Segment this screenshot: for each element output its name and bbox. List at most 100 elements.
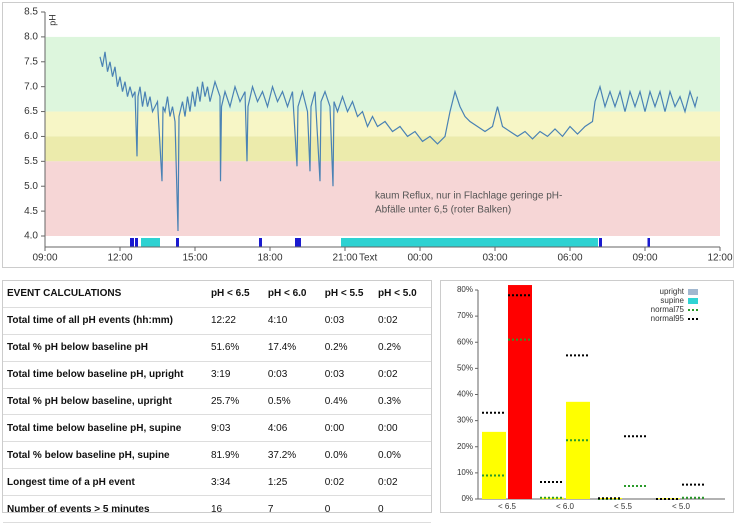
y-tick-label: 8.5 bbox=[24, 7, 38, 18]
table-cell: 0.4% bbox=[320, 388, 375, 416]
y-tick-label: 5.5 bbox=[24, 156, 38, 167]
table-cell: 0.3% bbox=[374, 388, 431, 416]
legend-label: normal75 bbox=[651, 305, 685, 314]
bar-panel bbox=[440, 280, 734, 513]
table-cell: 0:00 bbox=[374, 414, 431, 443]
ph-band bbox=[45, 161, 720, 236]
y-tick-label: 6.5 bbox=[24, 106, 38, 117]
y-tick-label: 30% bbox=[457, 416, 473, 425]
legend-label: normal95 bbox=[651, 314, 685, 323]
table-cell: 0:03 bbox=[263, 361, 321, 389]
y-tick-label: 70% bbox=[457, 311, 473, 320]
table-cell: 3:19 bbox=[206, 361, 264, 389]
annotation: kaum Reflux, nur in Flachlage geringe pH… bbox=[375, 191, 562, 202]
legend-swatch bbox=[688, 298, 698, 304]
supine-period bbox=[341, 238, 598, 247]
x-tick-label: 12:00 bbox=[107, 253, 132, 264]
bar bbox=[508, 285, 532, 499]
legend-label: upright bbox=[660, 287, 685, 296]
table-row: Total % pH below baseline, upright 25.7% 0… bbox=[3, 388, 431, 416]
table-row: Total time below baseline pH, upright 3:1… bbox=[3, 361, 431, 389]
table-cell: 0:02 bbox=[320, 468, 375, 497]
legend-label: supine bbox=[660, 296, 684, 305]
table-cell: pH < 5.5 bbox=[320, 281, 375, 308]
y-tick-label: 4.0 bbox=[24, 231, 38, 242]
table-row: Total % below baseline pH, supine 81.9% 37… bbox=[3, 441, 431, 470]
table-cell: pH < 5.0 bbox=[374, 281, 431, 308]
timeline-label: Text bbox=[359, 253, 378, 264]
table-cell: 0.0% bbox=[320, 441, 375, 470]
y-tick-label: 10% bbox=[457, 468, 473, 477]
y-tick-label: 4.5 bbox=[24, 206, 38, 217]
table-cell: 0.2% bbox=[374, 334, 431, 362]
table-row: Total time of all pH events (hh:mm) 12:22… bbox=[3, 307, 431, 335]
x-tick-label: < 5.0 bbox=[672, 502, 691, 511]
x-tick-label: < 6.0 bbox=[556, 502, 575, 511]
table-cell: 0.2% bbox=[320, 334, 375, 362]
table-cell: 0:02 bbox=[374, 361, 431, 389]
table-cell: 9:03 bbox=[206, 414, 264, 443]
event-marker bbox=[135, 238, 138, 247]
bar bbox=[566, 401, 590, 499]
ph-line bbox=[99, 51, 699, 232]
table-cell: Total % below baseline pH, supine bbox=[3, 441, 207, 470]
x-tick-label: 15:00 bbox=[182, 253, 207, 264]
table-row: Total time below baseline pH, supine 9:03… bbox=[3, 414, 431, 443]
ph-band bbox=[45, 136, 720, 162]
table-cell: Total % pH below baseline, upright bbox=[3, 388, 207, 416]
y-tick-label: 50% bbox=[457, 363, 473, 372]
table-cell: 17.4% bbox=[263, 334, 321, 362]
table-cell: 0:03 bbox=[320, 361, 375, 389]
table-cell: 0:03 bbox=[320, 307, 375, 335]
table-cell: 81.9% bbox=[206, 441, 264, 470]
legend-swatch bbox=[688, 289, 698, 295]
supine-period bbox=[141, 238, 160, 247]
header-row: EVENT CALCULATIONS pH < 6.5 pH < 6.0 pH < 5… bbox=[3, 281, 431, 308]
line-panel bbox=[2, 2, 734, 268]
x-tick-label: 06:00 bbox=[557, 253, 582, 264]
table-cell: 0.5% bbox=[263, 388, 321, 416]
table-cell: EVENT CALCULATIONS bbox=[3, 281, 207, 308]
table-cell: 4:06 bbox=[263, 414, 321, 443]
y-tick-label: 8.0 bbox=[24, 32, 38, 43]
y-tick-label: 5.0 bbox=[24, 181, 38, 192]
annotation: Abfälle unter 6,5 (roter Balken) bbox=[375, 205, 511, 216]
table-cell: Total time below baseline pH, upright bbox=[3, 361, 207, 389]
y-tick-label: 60% bbox=[457, 337, 473, 346]
table-cell: 1:25 bbox=[263, 468, 321, 497]
table-cell: 3:34 bbox=[206, 468, 264, 497]
table-cell: 51.6% bbox=[206, 334, 264, 362]
y-tick-label: 40% bbox=[457, 390, 473, 399]
event-marker bbox=[176, 238, 179, 247]
table-cell: 4:10 bbox=[263, 307, 321, 335]
y-tick-label: 6.0 bbox=[24, 131, 38, 142]
table-cell: Total time of all pH events (hh:mm) bbox=[3, 307, 207, 335]
table-row: Longest time of a pH event 3:34 1:25 0:02 0:… bbox=[3, 468, 431, 497]
table-cell: Total time below baseline pH, supine bbox=[3, 414, 207, 443]
table-cell: 12:22 bbox=[206, 307, 264, 335]
table-cell: 0:00 bbox=[320, 414, 375, 443]
table-cell: pH < 6.5 bbox=[206, 281, 264, 308]
x-tick-label: 18:00 bbox=[257, 253, 282, 264]
y-tick-label: 7.5 bbox=[24, 56, 38, 67]
table-cell: Total % pH below baseline pH bbox=[3, 334, 207, 362]
table-cell: Longest time of a pH event bbox=[3, 468, 207, 497]
table-cell: 37.2% bbox=[263, 441, 321, 470]
table-cell: 25.7% bbox=[206, 388, 264, 416]
x-tick-label: 03:00 bbox=[482, 253, 507, 264]
event-marker bbox=[295, 238, 301, 247]
x-tick-label: < 6.5 bbox=[498, 502, 517, 511]
table-cell: 0.0% bbox=[374, 441, 431, 470]
table-cell: 0:02 bbox=[374, 468, 431, 497]
y-tick-label: 7.0 bbox=[24, 81, 38, 92]
table-row: Total % pH below baseline pH 51.6% 17.4% 0.… bbox=[3, 334, 431, 362]
y-tick-label: 20% bbox=[457, 442, 473, 451]
table-cell: pH < 6.0 bbox=[263, 281, 321, 308]
ph-band bbox=[45, 111, 720, 137]
x-tick-label: 09:00 bbox=[632, 253, 657, 264]
event-marker bbox=[130, 238, 134, 247]
x-tick-label: < 5.5 bbox=[614, 502, 633, 511]
y-tick-label: 80% bbox=[457, 285, 473, 294]
event-marker bbox=[259, 238, 262, 247]
